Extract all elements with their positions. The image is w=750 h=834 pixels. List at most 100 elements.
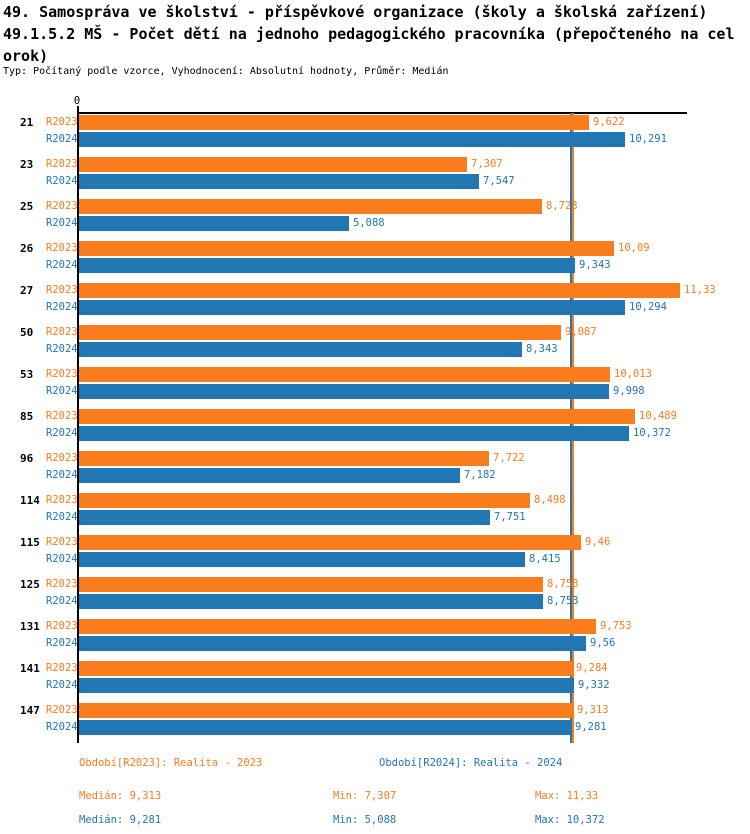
value-label-r2024: 8,343 — [526, 343, 558, 355]
row-label-r2024: R2024 — [46, 259, 78, 271]
bar-r2024 — [79, 468, 460, 483]
row-label-r2023: R2023 — [46, 284, 78, 296]
bar-r2023 — [79, 115, 589, 130]
report-title-line2: 49.1.5.2 MŠ - Počet dětí na jednoho peda… — [3, 25, 735, 43]
value-label-r2024: 7,547 — [483, 175, 515, 187]
row-label-r2024: R2024 — [46, 469, 78, 481]
value-label-r2024: 9,332 — [578, 679, 610, 691]
category-label: 25 — [20, 200, 34, 213]
bar-r2023 — [79, 577, 543, 592]
stat-median-r2024: Medián: 9,281 — [79, 814, 162, 826]
row-label-r2023: R2023 — [46, 662, 78, 674]
row-label-r2024: R2024 — [46, 637, 78, 649]
value-label-r2023: 9,313 — [577, 704, 609, 716]
category-label: 115 — [20, 536, 40, 549]
row-label-r2024: R2024 — [46, 721, 78, 733]
row-label-r2024: R2024 — [46, 343, 78, 355]
row-label-r2024: R2024 — [46, 427, 78, 439]
bar-r2024 — [79, 426, 629, 441]
bar-r2023 — [79, 619, 596, 634]
value-label-r2024: 10,372 — [633, 427, 671, 439]
value-label-r2024: 9,281 — [575, 721, 607, 733]
stat-min-r2024: Min: 5,088 — [333, 814, 397, 826]
row-label-r2024: R2024 — [46, 385, 78, 397]
category-label: 85 — [20, 410, 34, 423]
value-label-r2023: 9,46 — [585, 536, 611, 548]
value-label-r2023: 9,087 — [565, 326, 597, 338]
bar-r2023 — [79, 157, 467, 172]
row-label-r2024: R2024 — [46, 217, 78, 229]
row-label-r2024: R2024 — [46, 175, 78, 187]
bar-r2024 — [79, 594, 543, 609]
bar-r2024 — [79, 300, 625, 315]
value-label-r2023: 10,489 — [639, 410, 677, 422]
bar-r2024 — [79, 258, 575, 273]
value-label-r2023: 7,722 — [493, 452, 525, 464]
value-label-r2023: 10,013 — [614, 368, 652, 380]
bar-r2024 — [79, 174, 479, 189]
row-label-r2024: R2024 — [46, 301, 78, 313]
bar-r2024 — [79, 678, 574, 693]
row-label-r2024: R2024 — [46, 679, 78, 691]
row-label-r2023: R2023 — [46, 158, 78, 170]
bar-r2024 — [79, 216, 349, 231]
bar-r2023 — [79, 493, 530, 508]
bar-r2023 — [79, 409, 635, 424]
stat-min-r2023: Min: 7,307 — [333, 790, 397, 802]
bar-r2023 — [79, 241, 614, 256]
row-label-r2023: R2023 — [46, 620, 78, 632]
row-label-r2024: R2024 — [46, 553, 78, 565]
bar-r2024 — [79, 636, 586, 651]
category-label: 50 — [20, 326, 34, 339]
category-label: 53 — [20, 368, 34, 381]
stat-median-r2023: Medián: 9,313 — [79, 790, 162, 802]
row-label-r2023: R2023 — [46, 410, 78, 422]
value-label-r2023: 9,284 — [576, 662, 608, 674]
row-label-r2023: R2023 — [46, 536, 78, 548]
report-title-line1: 49. Samospráva ve školství - příspěvkové… — [3, 3, 708, 21]
row-label-r2023: R2023 — [46, 116, 78, 128]
value-label-r2023: 8,498 — [534, 494, 566, 506]
value-label-r2024: 9,56 — [590, 637, 616, 649]
legend-r2023: Období[R2023]: Realita - 2023 — [79, 757, 263, 769]
bar-r2023 — [79, 283, 680, 298]
value-label-r2024: 9,343 — [579, 259, 611, 271]
category-label: 131 — [20, 620, 40, 633]
bar-r2023 — [79, 451, 489, 466]
category-label: 125 — [20, 578, 40, 591]
value-label-r2023: 10,09 — [618, 242, 650, 254]
report-subtitle: Typ: Počítaný podle vzorce, Vyhodnocení:… — [3, 66, 449, 77]
row-label-r2023: R2023 — [46, 494, 78, 506]
category-label: 21 — [20, 116, 34, 129]
category-label: 114 — [20, 494, 40, 507]
axis-vertical-line — [77, 112, 79, 743]
stat-max-r2023: Max: 11,33 — [535, 790, 599, 802]
legend-r2024: Období[R2024]: Realita - 2024 — [379, 757, 563, 769]
value-label-r2023: 7,307 — [471, 158, 503, 170]
row-label-r2024: R2024 — [46, 511, 78, 523]
stat-max-r2024: Max: 10,372 — [535, 814, 605, 826]
value-label-r2024: 10,291 — [629, 133, 667, 145]
row-label-r2024: R2024 — [46, 133, 78, 145]
category-label: 96 — [20, 452, 34, 465]
value-label-r2024: 9,998 — [613, 385, 645, 397]
bar-r2024 — [79, 720, 571, 735]
bar-r2023 — [79, 703, 573, 718]
value-label-r2023: 8,728 — [546, 200, 578, 212]
bar-r2024 — [79, 342, 522, 357]
report-title-line3: orok) — [3, 47, 49, 65]
category-label: 147 — [20, 704, 40, 717]
row-label-r2023: R2023 — [46, 242, 78, 254]
value-label-r2024: 7,751 — [494, 511, 526, 523]
bar-r2023 — [79, 661, 572, 676]
axis-origin-tick — [77, 106, 79, 113]
row-label-r2023: R2023 — [46, 200, 78, 212]
bar-r2024 — [79, 384, 609, 399]
axis-origin-label: 0 — [73, 95, 81, 107]
row-label-r2023: R2023 — [46, 368, 78, 380]
value-label-r2023: 8,753 — [547, 578, 579, 590]
value-label-r2023: 9,622 — [593, 116, 625, 128]
row-label-r2023: R2023 — [46, 452, 78, 464]
value-label-r2024: 8,415 — [529, 553, 561, 565]
